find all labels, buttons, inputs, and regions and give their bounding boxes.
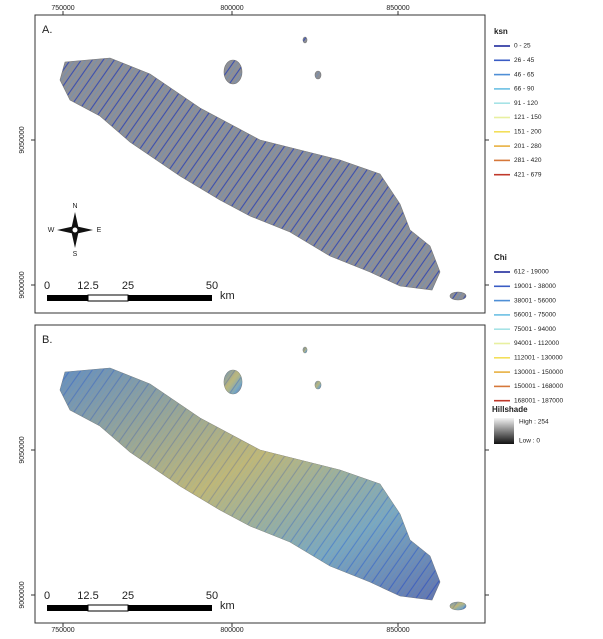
north-arrow-center (72, 227, 78, 233)
legend-label: 19001 - 38000 (514, 283, 556, 290)
legend-label: 46 - 65 (514, 71, 535, 78)
legend-label: 91 - 120 (514, 100, 538, 107)
legend-label: 26 - 45 (514, 57, 535, 64)
legend-label: 421 - 679 (514, 171, 542, 178)
compass-letter: W (48, 227, 55, 234)
x-coord-label: 850000 (386, 627, 409, 634)
legend-label: 201 - 280 (514, 143, 542, 150)
legend-label: High : 254 (519, 419, 549, 426)
scale-segment (128, 605, 212, 611)
legend-label: 281 - 420 (514, 157, 542, 164)
scale-unit: km (220, 600, 235, 612)
legend-label: 150001 - 168000 (514, 383, 564, 390)
x-coord-label: 800000 (220, 5, 243, 12)
scale-label: 0 (44, 280, 50, 292)
legend-label: 130001 - 150000 (514, 369, 564, 376)
scale-unit: km (220, 290, 235, 302)
scale-label: 50 (206, 280, 218, 292)
legend-label: 56001 - 75000 (514, 312, 556, 319)
legend-title: ksn (494, 27, 508, 36)
legend-title: Hillshade (492, 405, 528, 414)
legend-label: 66 - 90 (514, 86, 535, 93)
panel-b (35, 325, 485, 623)
legend-label: 168001 - 187000 (514, 397, 564, 404)
panel-a (35, 15, 485, 313)
compass-letter: E (97, 227, 102, 234)
scale-segment (88, 605, 128, 611)
legend-title: Chi (494, 253, 507, 262)
scale-segment (47, 295, 88, 301)
legend-label: 38001 - 56000 (514, 297, 556, 304)
legend-label: 75001 - 94000 (514, 326, 556, 333)
map-figure: A. 750000 800000 850000 9050000 9000000 0 12.5 2… (0, 0, 603, 639)
y-coord-label: 9050000 (19, 436, 26, 463)
y-coord-label: 9000000 (19, 581, 26, 608)
hillshade-ramp (494, 418, 514, 444)
scale-label: 12.5 (77, 590, 98, 602)
scale-label: 12.5 (77, 280, 98, 292)
scale-label: 50 (206, 590, 218, 602)
scale-segment (128, 295, 212, 301)
legend-label: 112001 - 130000 (514, 355, 563, 362)
legend-label: Low : 0 (519, 438, 540, 445)
scale-label: 0 (44, 590, 50, 602)
x-coord-label: 750000 (51, 5, 74, 12)
panel-label: B. (42, 334, 52, 346)
legend-label: 94001 - 112000 (514, 340, 559, 347)
scale-label: 25 (122, 590, 134, 602)
scale-segment (88, 295, 128, 301)
y-coord-label: 9000000 (19, 271, 26, 298)
legend-label: 151 - 200 (514, 129, 542, 136)
compass-letter: N (72, 203, 77, 210)
legend-label: 121 - 150 (514, 114, 542, 121)
y-coord-label: 9050000 (19, 126, 26, 153)
scale-label: 25 (122, 280, 134, 292)
panel-label: A. (42, 24, 52, 36)
x-coord-label: 750000 (51, 627, 74, 634)
scale-segment (47, 605, 88, 611)
legend-label: 0 - 25 (514, 43, 531, 50)
x-coord-label: 850000 (386, 5, 409, 12)
legend-label: 612 - 19000 (514, 269, 549, 276)
compass-letter: S (73, 251, 78, 258)
x-coord-label: 800000 (220, 627, 243, 634)
